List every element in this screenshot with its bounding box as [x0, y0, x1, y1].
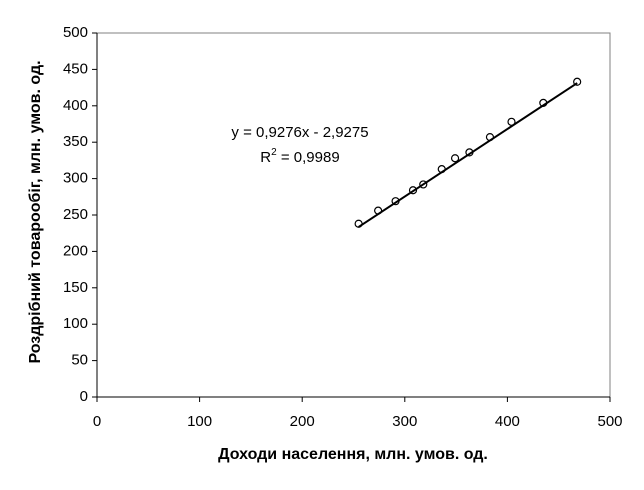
- y-tick-label: 250: [63, 206, 88, 223]
- y-tick-label: 150: [63, 279, 88, 296]
- y-tick-label: 300: [63, 170, 88, 187]
- trendline-equation: y = 0,9276x - 2,9275: [231, 124, 368, 141]
- r-squared-sup: 2: [271, 147, 277, 158]
- y-tick-label: 350: [63, 133, 88, 150]
- r-squared: R2 = 0,9989: [260, 147, 339, 166]
- y-tick-label: 50: [71, 352, 88, 369]
- data-point: [465, 148, 474, 157]
- x-tick-label: 400: [495, 413, 520, 430]
- data-point: [354, 219, 363, 228]
- data-point: [450, 154, 460, 163]
- x-tick-label: 100: [187, 413, 212, 430]
- data-point: [391, 197, 400, 206]
- y-axis-title: Роздрібний товарообіг, млн. умов. од.: [27, 60, 44, 363]
- x-axis-title: Доходи населення, млн. умов. од.: [218, 446, 488, 463]
- y-tick-label: 100: [63, 315, 88, 332]
- y-tick-label: 450: [63, 60, 88, 77]
- r-squared-label: R: [260, 149, 271, 166]
- data-point: [419, 180, 428, 189]
- data-point: [573, 77, 582, 86]
- y-tick-label: 500: [63, 24, 88, 41]
- data-point: [408, 186, 418, 195]
- x-tick-label: 500: [597, 413, 622, 430]
- r-squared-value: = 0,9989: [277, 149, 340, 166]
- y-tick-label: 0: [80, 388, 88, 405]
- data-point: [485, 133, 495, 142]
- data-point: [507, 117, 516, 126]
- y-tick-label: 400: [63, 97, 88, 114]
- data-point: [437, 165, 446, 174]
- data-point: [374, 206, 383, 215]
- x-tick-label: 0: [93, 413, 101, 430]
- data-point: [539, 98, 548, 107]
- x-tick-label: 300: [392, 413, 417, 430]
- plot-frame: [96, 32, 611, 398]
- x-tick-label: 200: [290, 413, 315, 430]
- y-tick-label: 200: [63, 242, 88, 259]
